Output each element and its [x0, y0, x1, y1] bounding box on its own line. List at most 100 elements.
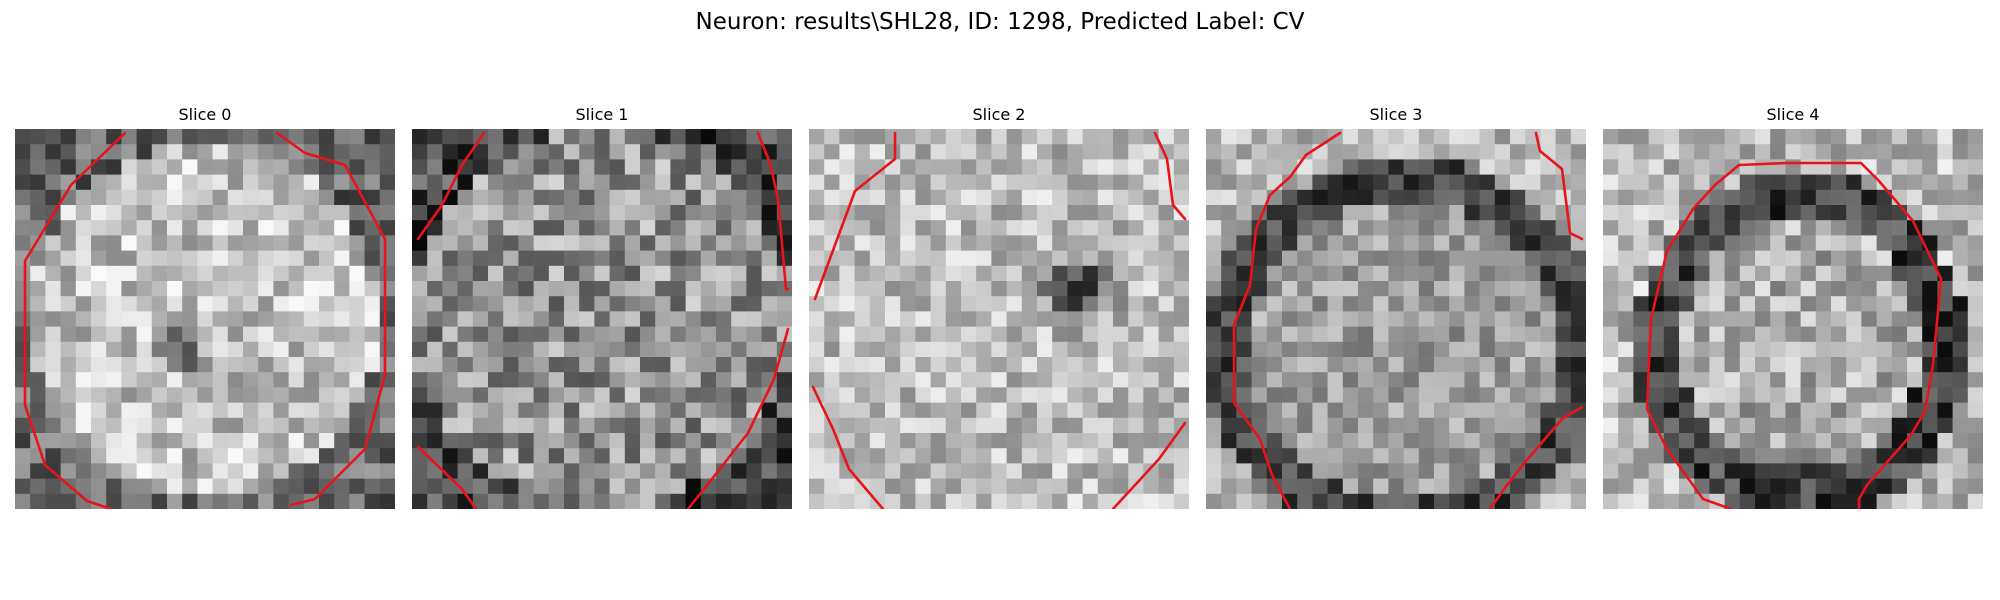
image-pixel	[1403, 159, 1420, 176]
image-pixel	[1479, 189, 1496, 206]
image-pixel	[212, 478, 229, 495]
image-pixel	[1494, 220, 1511, 236]
image-pixel	[1967, 281, 1983, 297]
image-pixel	[1540, 129, 1557, 145]
image-pixel	[869, 326, 886, 343]
image-pixel	[1097, 220, 1114, 236]
image-pixel	[1113, 129, 1129, 145]
image-pixel	[151, 326, 168, 343]
image-pixel	[685, 326, 702, 343]
image-pixel	[1037, 296, 1053, 312]
image-pixel	[915, 311, 932, 328]
image-pixel	[1633, 281, 1650, 297]
image-pixel	[685, 433, 702, 449]
image-pixel	[1434, 235, 1450, 252]
image-pixel	[1021, 478, 1038, 495]
image-pixel	[1800, 478, 1817, 495]
image-pixel	[1633, 220, 1650, 236]
image-pixel	[1464, 357, 1481, 373]
image-pixel	[503, 144, 519, 160]
image-pixel	[1831, 357, 1847, 373]
image-pixel	[457, 341, 474, 358]
image-pixel	[1067, 129, 1084, 145]
image-pixel	[1755, 205, 1771, 221]
image-pixel	[60, 159, 77, 176]
image-pixel	[1679, 311, 1695, 328]
contour-line	[1645, 163, 1741, 509]
image-pixel	[319, 387, 335, 404]
image-pixel	[379, 463, 395, 480]
image-pixel	[1037, 326, 1053, 343]
image-pixel	[30, 402, 46, 419]
image-pixel	[1891, 478, 1908, 495]
image-pixel	[839, 402, 856, 419]
image-pixel	[776, 478, 792, 495]
image-pixel	[258, 433, 274, 449]
image-pixel	[243, 296, 259, 312]
image-pixel	[1479, 433, 1496, 449]
image-pixel	[212, 220, 229, 236]
image-pixel	[945, 478, 962, 495]
image-pixel	[976, 220, 992, 236]
image-pixel	[1206, 493, 1222, 509]
image-pixel	[1603, 357, 1619, 373]
image-pixel	[1173, 372, 1189, 388]
image-pixel	[1464, 220, 1481, 236]
image-pixel	[1158, 311, 1175, 328]
image-pixel	[1449, 189, 1465, 206]
image-pixel	[976, 478, 992, 495]
image-pixel	[427, 311, 443, 328]
image-pixel	[1373, 250, 1389, 267]
image-pixel	[991, 144, 1008, 160]
image-pixel	[1037, 174, 1053, 191]
image-pixel	[640, 463, 656, 480]
image-pixel	[1770, 357, 1786, 373]
image-pixel	[212, 235, 229, 252]
image-pixel	[655, 357, 671, 373]
image-pixel	[273, 144, 290, 160]
image-pixel	[1434, 159, 1450, 176]
image-pixel	[1388, 311, 1405, 328]
image-pixel	[915, 417, 932, 434]
image-pixel	[640, 311, 656, 328]
image-pixel	[1434, 189, 1450, 206]
image-pixel	[594, 478, 611, 495]
image-pixel	[197, 448, 214, 464]
image-pixel	[869, 357, 886, 373]
image-pixel	[1770, 311, 1786, 328]
image-pixel	[854, 402, 871, 419]
image-pixel	[1403, 189, 1420, 206]
image-pixel	[945, 493, 962, 509]
image-pixel	[1206, 159, 1222, 176]
image-pixel	[1525, 463, 1541, 480]
image-pixel	[761, 220, 778, 236]
image-pixel	[503, 220, 519, 236]
image-pixel	[30, 250, 46, 267]
image-pixel	[1342, 144, 1359, 160]
image-pixel	[1846, 174, 1862, 191]
image-pixel	[1128, 205, 1144, 221]
image-pixel	[685, 159, 702, 176]
image-pixel	[945, 174, 962, 191]
image-pixel	[1097, 265, 1114, 282]
image-pixel	[518, 159, 535, 176]
image-pixel	[700, 402, 717, 419]
image-pixel	[1922, 281, 1938, 297]
image-pixel	[1312, 463, 1329, 480]
image-pixel	[1297, 493, 1313, 509]
image-pixel	[334, 357, 350, 373]
image-pixel	[303, 387, 320, 404]
image-pixel	[151, 220, 168, 236]
image-pixel	[15, 448, 31, 464]
image-pixel	[776, 372, 792, 388]
image-pixel	[197, 433, 214, 449]
image-pixel	[472, 174, 489, 191]
image-pixel	[1525, 174, 1541, 191]
image-pixel	[1846, 235, 1862, 252]
image-pixel	[1907, 144, 1923, 160]
image-pixel	[151, 341, 168, 358]
image-pixel	[1891, 402, 1908, 419]
image-pixel	[1663, 402, 1680, 419]
image-pixel	[1282, 235, 1298, 252]
image-pixel	[869, 144, 886, 160]
